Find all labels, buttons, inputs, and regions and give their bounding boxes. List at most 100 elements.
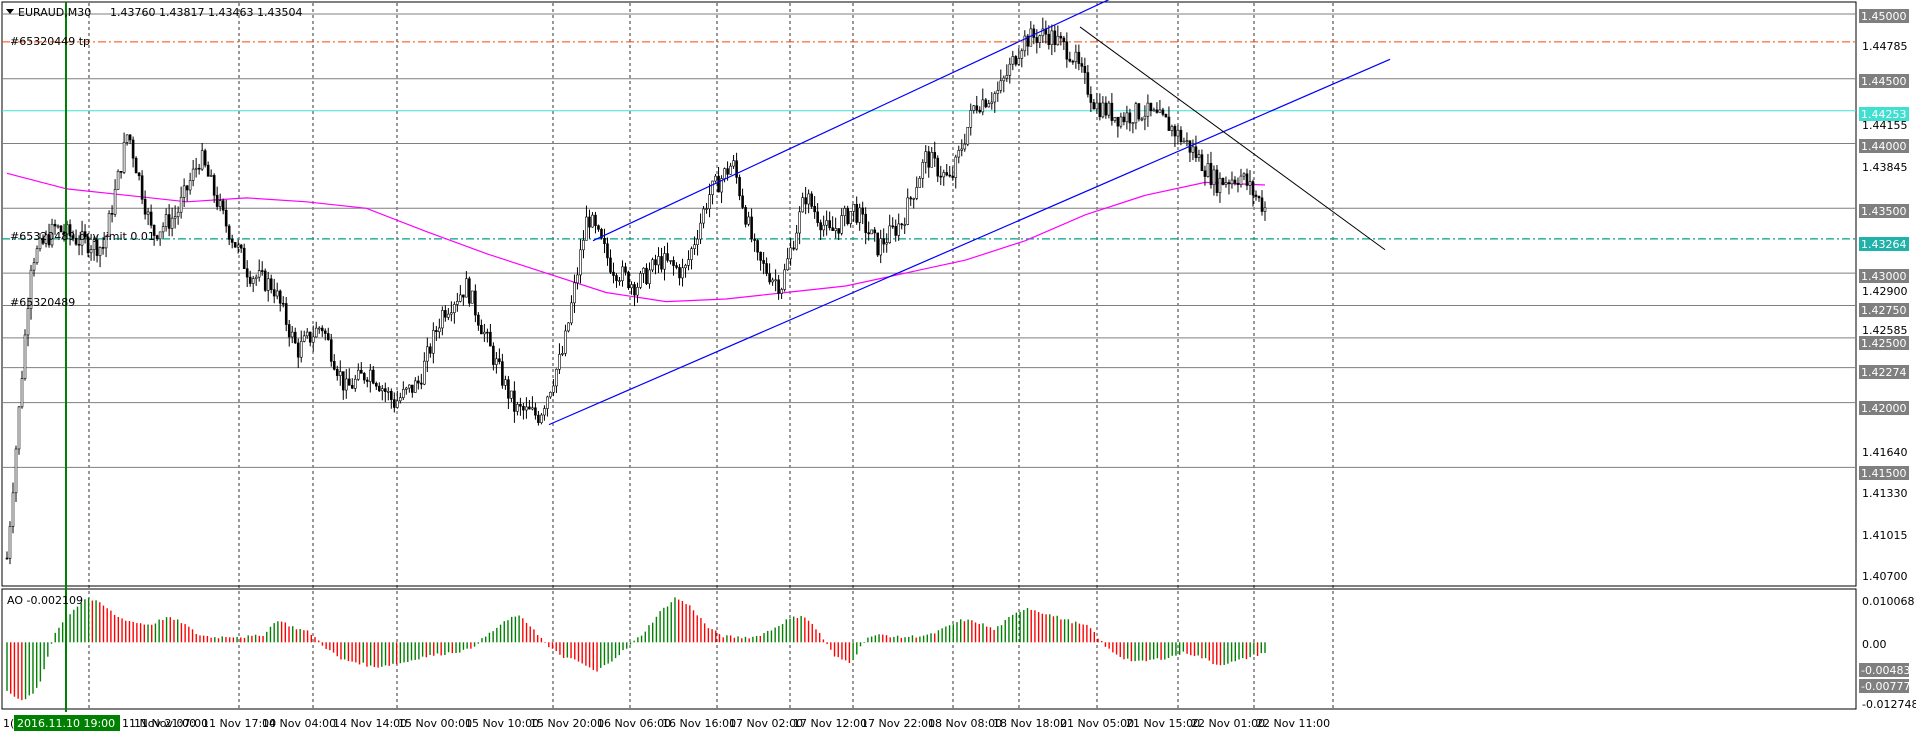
candle-body [420,382,423,385]
indicator-pane[interactable] [1,588,1857,710]
candle-body [356,369,360,380]
candle-body [1023,35,1027,52]
candle-body [690,248,693,260]
candle-body [792,247,795,250]
candle-body [287,324,291,338]
candle-body [783,269,786,290]
candle-body [552,385,555,393]
time-label: 11 Nov 17:00 [202,717,276,730]
candle-body [579,249,582,276]
candle-body [582,239,585,251]
candle-body [1041,28,1045,37]
candle-body [546,396,549,409]
candle-body [444,310,447,318]
candle-body [645,267,648,285]
candle-body [1173,126,1177,137]
candle-body [227,225,231,240]
candle-body [1185,140,1189,142]
candle-body [296,342,300,358]
price-box: 1.43500 [1861,205,1907,218]
candle-body [101,247,105,249]
candle-body [495,358,498,365]
candle-body [813,206,816,213]
candle-body [930,152,934,168]
candle-body [528,406,531,410]
candle-body [1002,77,1006,82]
candle-body [1155,109,1159,113]
candle-body [1059,35,1063,39]
candle-body [978,109,982,113]
candle-body [1254,194,1258,197]
candle-body [549,391,552,398]
candle-body [1212,169,1216,186]
candle-body [305,331,309,337]
candle-body [20,378,24,408]
candle-body [86,236,90,254]
candle-body [1233,179,1237,184]
time-label: 16 Nov 06:00 [597,717,671,730]
candle-body [32,262,36,271]
candle-body [879,238,882,256]
candle-body [423,360,426,385]
time-label: 17 Nov 12:00 [793,717,867,730]
time-label: 16 Nov 16:00 [662,717,736,730]
candle-body [131,139,135,159]
candle-body [1206,163,1210,177]
candle-body [1086,72,1090,95]
candle-body [699,222,702,240]
candle-body [390,391,393,400]
candle-body [56,225,60,228]
candle-body [471,290,474,304]
candle-body [744,207,747,225]
price-axis: 1.45000 1.44500 1.44000 1.43500 1.43000 … [1859,9,1909,583]
dropdown-triangle-icon[interactable] [6,9,14,14]
trend-lines[interactable] [548,0,1391,426]
candle-body [609,257,612,273]
candle-body [341,371,345,391]
candle-body [621,266,624,281]
candle-body [1224,182,1228,185]
candle-body [119,171,123,173]
candle-body [447,313,450,318]
candle-body [795,232,798,250]
candle-body [1227,182,1231,185]
candle-body [387,391,390,393]
price-label: 1.42585 [1862,324,1908,337]
candle-body [254,276,258,279]
candle-body [492,345,495,365]
candle-body [248,276,252,284]
candle-body [531,407,534,410]
candle-body [882,238,885,245]
time-label: 22 Nov 01:00 [1191,717,1265,730]
candle-body [1125,112,1129,123]
candle-body [1122,116,1126,123]
candle-body [465,278,468,298]
candle-body [948,174,952,177]
time-label: 15 Nov 10:00 [465,717,539,730]
candle-body [1104,102,1108,116]
candle-body [35,248,39,264]
candle-body [648,269,651,285]
candle-body [747,216,750,225]
candle-body [143,198,147,215]
candlesticks [5,17,1267,565]
channel-lower-line [548,58,1391,426]
candle-body [861,207,864,215]
candle-body [627,271,630,289]
candle-body [957,150,961,158]
candle-body [855,203,858,223]
candle-body [164,214,168,227]
candle-body [933,152,937,159]
candle-body [888,225,892,244]
candle-body [576,274,579,284]
candle-body [915,187,919,199]
candle-body [840,215,843,234]
candle-body [687,259,690,266]
price-label: 1.41330 [1862,487,1908,500]
candle-body [209,175,213,177]
candle-body [474,290,477,316]
candle-body [218,200,222,207]
candle-body [95,239,99,256]
candle-body [678,267,681,279]
